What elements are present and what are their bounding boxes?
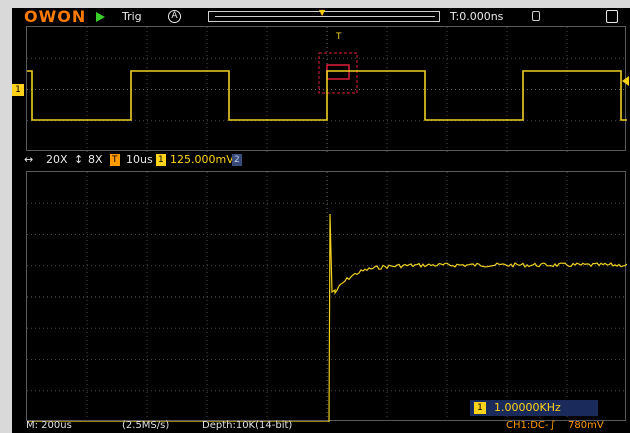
sample-rate: (2.5MS/s) <box>122 420 170 431</box>
bottom-status-bar: M: 200us (2.5MS/s) Depth:10K(14-bit) CH1… <box>12 419 630 433</box>
trigger-mode-badge[interactable]: A <box>168 10 181 23</box>
rising-edge-icon: ∫ <box>550 420 556 431</box>
ch1-scale: 125.000mV <box>170 153 234 166</box>
lock-icon <box>532 11 540 21</box>
brand-logo: OWON <box>24 8 87 26</box>
zoom-timebase: 10us <box>126 153 153 166</box>
memory-view-line <box>215 16 435 17</box>
measurement-ch-badge: 1 <box>474 402 486 414</box>
vertical-zoom: 8X <box>88 153 103 166</box>
horizontal-zoom: 20X <box>46 153 68 166</box>
trigger-marker: T <box>335 32 342 42</box>
trigger-level-arrow-icon <box>622 76 629 86</box>
top-status-bar: OWON Trig A ▼ T:0.000ns <box>12 8 630 26</box>
trigger-state: Trig <box>122 10 142 23</box>
ch1-overview-trace <box>27 70 627 121</box>
main-timebase: M: 200us <box>26 420 72 431</box>
trigger-position-marker-icon: ▼ <box>319 8 326 17</box>
frequency-value: 1.00000KHz <box>494 401 561 414</box>
overview-plot: T <box>27 27 627 152</box>
ch1-coupling: CH1:DC- <box>506 420 549 431</box>
zoom-window-inner <box>326 64 350 80</box>
record-depth: Depth:10K(14-bit) <box>202 420 293 431</box>
overview-waveform-panel[interactable]: T <box>26 26 627 152</box>
horizontal-zoom-icon: ↔ <box>24 153 34 166</box>
zoomed-waveform-panel[interactable] <box>26 171 627 422</box>
oscilloscope-screen: OWON Trig A ▼ T:0.000ns T 1 ↔ 20X ↕ 8X T… <box>12 8 630 433</box>
time-badge: T <box>110 154 120 166</box>
trigger-position-readout: T:0.000ns <box>450 10 504 23</box>
vertical-zoom-icon: ↕ <box>74 153 84 166</box>
battery-icon <box>606 10 618 23</box>
zoom-grid <box>27 172 627 422</box>
zoom-info-bar: ↔ 20X ↕ 8X T 10us 1 125.000mV 2 <box>12 152 630 168</box>
frequency-measurement[interactable]: 1 1.00000KHz <box>470 400 598 416</box>
trigger-level: 780mV <box>568 420 604 431</box>
ch1-level-marker[interactable]: 1 <box>12 84 24 96</box>
ch1-badge: 1 <box>156 154 166 166</box>
play-icon[interactable] <box>96 12 105 22</box>
ch2-badge: 2 <box>232 154 242 166</box>
zoom-window-outer <box>318 52 358 94</box>
zoom-plot <box>27 172 627 422</box>
ch1-zoom-trace <box>27 213 627 422</box>
memory-position-bar[interactable]: ▼ <box>208 8 440 22</box>
